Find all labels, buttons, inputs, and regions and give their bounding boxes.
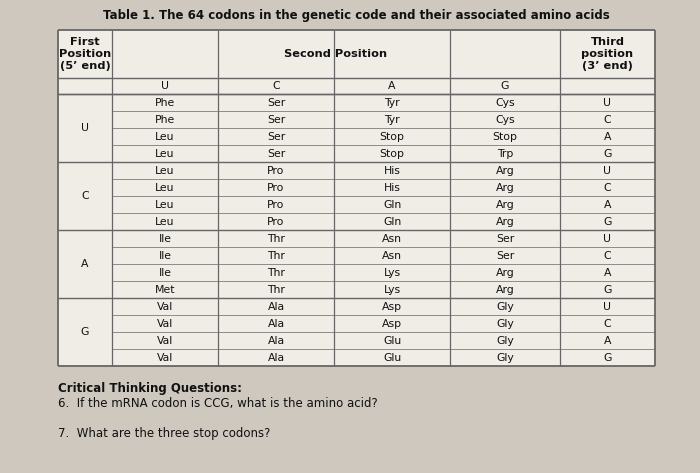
Text: Ser: Ser bbox=[267, 114, 285, 124]
Text: Phe: Phe bbox=[155, 97, 175, 107]
Text: C: C bbox=[603, 251, 611, 261]
Text: U: U bbox=[161, 81, 169, 91]
Text: A: A bbox=[603, 131, 611, 141]
Text: Arg: Arg bbox=[496, 217, 514, 227]
Text: His: His bbox=[384, 183, 400, 193]
Text: Cys: Cys bbox=[495, 114, 514, 124]
Text: Gly: Gly bbox=[496, 301, 514, 312]
Text: Ser: Ser bbox=[496, 251, 514, 261]
Text: 7.  What are the three stop codons?: 7. What are the three stop codons? bbox=[58, 427, 270, 440]
Text: Trp: Trp bbox=[497, 149, 513, 158]
Text: Val: Val bbox=[157, 352, 173, 362]
Text: Stop: Stop bbox=[493, 131, 517, 141]
Text: Critical Thinking Questions:: Critical Thinking Questions: bbox=[58, 382, 242, 395]
Text: Pro: Pro bbox=[267, 217, 285, 227]
Text: Table 1. The 64 codons in the genetic code and their associated amino acids: Table 1. The 64 codons in the genetic co… bbox=[103, 9, 610, 22]
Text: G: G bbox=[80, 327, 89, 337]
Text: Ser: Ser bbox=[267, 131, 285, 141]
Text: A: A bbox=[389, 81, 396, 91]
Text: Pro: Pro bbox=[267, 166, 285, 175]
Text: U: U bbox=[81, 123, 89, 133]
Text: Second Position: Second Position bbox=[284, 49, 388, 59]
Text: Gly: Gly bbox=[496, 335, 514, 345]
Text: G: G bbox=[603, 352, 612, 362]
Text: U: U bbox=[603, 97, 612, 107]
Text: Stop: Stop bbox=[379, 149, 405, 158]
Text: Arg: Arg bbox=[496, 166, 514, 175]
Text: G: G bbox=[603, 217, 612, 227]
Text: C: C bbox=[81, 191, 89, 201]
Text: Ser: Ser bbox=[267, 149, 285, 158]
Text: Val: Val bbox=[157, 318, 173, 329]
Text: Ala: Ala bbox=[267, 352, 285, 362]
Text: Ile: Ile bbox=[158, 251, 172, 261]
Text: Val: Val bbox=[157, 335, 173, 345]
Text: Glu: Glu bbox=[383, 352, 401, 362]
Text: Tyr: Tyr bbox=[384, 114, 400, 124]
Text: C: C bbox=[603, 114, 611, 124]
Text: Leu: Leu bbox=[155, 200, 175, 210]
Text: Gly: Gly bbox=[496, 352, 514, 362]
Text: Thr: Thr bbox=[267, 284, 285, 295]
Text: Leu: Leu bbox=[155, 166, 175, 175]
Text: C: C bbox=[603, 183, 611, 193]
Text: Glu: Glu bbox=[383, 335, 401, 345]
Text: Gln: Gln bbox=[383, 217, 401, 227]
Text: Lys: Lys bbox=[384, 284, 400, 295]
Text: Leu: Leu bbox=[155, 183, 175, 193]
Bar bbox=[58, 30, 655, 366]
Text: Met: Met bbox=[155, 284, 175, 295]
Text: Ser: Ser bbox=[496, 234, 514, 244]
Text: Pro: Pro bbox=[267, 183, 285, 193]
Text: Thr: Thr bbox=[267, 234, 285, 244]
Text: A: A bbox=[603, 268, 611, 278]
Text: Gln: Gln bbox=[383, 200, 401, 210]
Text: Ala: Ala bbox=[267, 335, 285, 345]
Text: G: G bbox=[500, 81, 509, 91]
Text: Thr: Thr bbox=[267, 268, 285, 278]
Text: Ala: Ala bbox=[267, 301, 285, 312]
Text: Arg: Arg bbox=[496, 284, 514, 295]
Text: Cys: Cys bbox=[495, 97, 514, 107]
Text: Arg: Arg bbox=[496, 268, 514, 278]
Text: His: His bbox=[384, 166, 400, 175]
Text: C: C bbox=[603, 318, 611, 329]
Text: Asn: Asn bbox=[382, 234, 402, 244]
Text: Asp: Asp bbox=[382, 318, 402, 329]
Text: Val: Val bbox=[157, 301, 173, 312]
Text: A: A bbox=[603, 200, 611, 210]
Text: Ala: Ala bbox=[267, 318, 285, 329]
Text: A: A bbox=[81, 259, 89, 269]
Text: Asn: Asn bbox=[382, 251, 402, 261]
Text: Arg: Arg bbox=[496, 200, 514, 210]
Text: Tyr: Tyr bbox=[384, 97, 400, 107]
Text: 6.  If the mRNA codon is CCG, what is the amino acid?: 6. If the mRNA codon is CCG, what is the… bbox=[58, 397, 378, 410]
Text: U: U bbox=[603, 301, 612, 312]
Text: Ile: Ile bbox=[158, 234, 172, 244]
Text: Third
position
(3’ end): Third position (3’ end) bbox=[582, 37, 634, 71]
Text: U: U bbox=[603, 166, 612, 175]
Text: Leu: Leu bbox=[155, 217, 175, 227]
Text: Leu: Leu bbox=[155, 149, 175, 158]
Text: Gly: Gly bbox=[496, 318, 514, 329]
Text: G: G bbox=[603, 149, 612, 158]
Text: Asp: Asp bbox=[382, 301, 402, 312]
Text: Ile: Ile bbox=[158, 268, 172, 278]
Text: Leu: Leu bbox=[155, 131, 175, 141]
Text: C: C bbox=[272, 81, 280, 91]
Text: Pro: Pro bbox=[267, 200, 285, 210]
Text: A: A bbox=[603, 335, 611, 345]
Text: Lys: Lys bbox=[384, 268, 400, 278]
Text: Phe: Phe bbox=[155, 114, 175, 124]
Text: Arg: Arg bbox=[496, 183, 514, 193]
Text: Stop: Stop bbox=[379, 131, 405, 141]
Text: G: G bbox=[603, 284, 612, 295]
Text: Thr: Thr bbox=[267, 251, 285, 261]
Text: U: U bbox=[603, 234, 612, 244]
Text: Ser: Ser bbox=[267, 97, 285, 107]
Text: First
Position
(5’ end): First Position (5’ end) bbox=[59, 37, 111, 71]
